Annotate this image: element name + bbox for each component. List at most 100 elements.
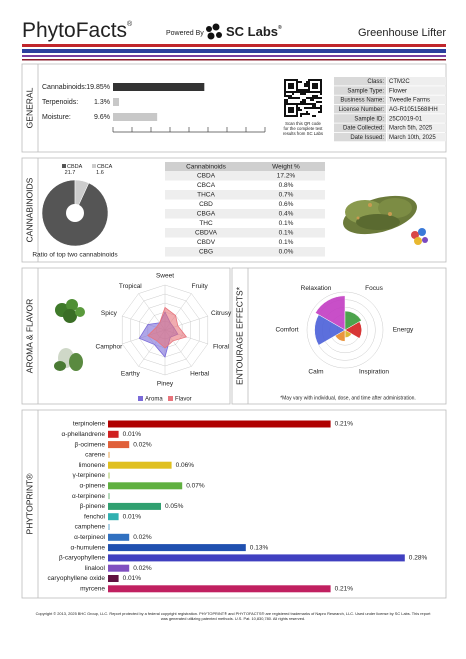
qr-cell xyxy=(298,109,300,111)
bar-value: 19.85% xyxy=(86,84,110,91)
qr-cell xyxy=(284,113,286,115)
info-label-cell xyxy=(334,123,386,132)
qr-cell xyxy=(308,89,310,91)
radar-axis-label: Spicy xyxy=(101,310,118,317)
qr-cell xyxy=(306,85,308,87)
terpene-name: α-pinene xyxy=(80,483,106,490)
info-value-cell xyxy=(387,104,446,114)
terpene-name: myrcene xyxy=(80,586,105,593)
terpene-value: 0.21% xyxy=(335,586,354,593)
qr-cell xyxy=(308,83,310,85)
qr-cell xyxy=(304,93,306,95)
legend-name: Flavor xyxy=(175,397,192,403)
terpene-name: β-pinene xyxy=(80,503,106,510)
qr-cell xyxy=(314,85,316,87)
qr-cell xyxy=(312,79,314,81)
terpene-name: β-ocimene xyxy=(75,441,106,448)
brand-name: PhytoFacts xyxy=(22,19,127,42)
qr-caption: results from SC Labs xyxy=(283,131,323,136)
qr-cell xyxy=(318,97,320,99)
radar-axis-label: Sweet xyxy=(156,273,174,280)
qr-cell xyxy=(318,111,320,113)
qr-cell xyxy=(284,89,286,91)
qr-cell xyxy=(312,87,314,89)
terpene-name: α-humulene xyxy=(71,544,106,551)
info-value: Tweedle Farms xyxy=(389,98,430,104)
terpene-name: linalool xyxy=(85,565,106,572)
qr-cell xyxy=(320,93,322,95)
info-value: Flower xyxy=(389,88,407,94)
section-label: PHYTOPRINT® xyxy=(24,473,34,535)
polar-sector xyxy=(344,310,362,331)
lab: SC Labs xyxy=(226,24,278,39)
qr-cell xyxy=(292,85,294,87)
qr-cell xyxy=(288,85,290,87)
pie-hole xyxy=(66,204,84,222)
legend-swatch xyxy=(168,396,173,401)
lab-mark: ® xyxy=(278,24,282,31)
qr-cell xyxy=(298,103,300,105)
info-label: Business Name: xyxy=(340,98,384,104)
terpene-bar xyxy=(108,430,119,438)
terpene-value: 0.05% xyxy=(165,503,184,510)
terpene-bar xyxy=(108,441,130,449)
terpene-name: carene xyxy=(85,452,105,459)
terpene-value: 0.02% xyxy=(133,534,152,541)
footer: Copyright © 2013, 2025 BHC Group, LLC. R… xyxy=(36,611,432,616)
terpene-bar xyxy=(108,554,405,562)
qr-cell xyxy=(294,103,296,105)
bud-image xyxy=(343,195,428,245)
qr-cell xyxy=(300,113,302,115)
qr-cell xyxy=(288,95,290,97)
qr-cell xyxy=(290,111,292,113)
qr-cell xyxy=(300,101,302,103)
qr-cell xyxy=(306,103,308,105)
qr-cell xyxy=(306,113,308,115)
qr-cell xyxy=(320,89,322,91)
effect-label: Comfort xyxy=(275,327,298,334)
qr-cell xyxy=(304,101,306,103)
qr-cell xyxy=(302,103,304,105)
legend-swatch xyxy=(92,164,96,168)
effect-note: *May vary with individual, dose, and tim… xyxy=(280,395,416,401)
info-value: March 5th, 2025 xyxy=(389,126,433,132)
terpene-bar xyxy=(108,564,130,572)
qr-cell xyxy=(290,103,292,105)
qr-cell xyxy=(306,111,308,113)
table-row xyxy=(165,199,325,209)
qr-cell xyxy=(320,101,322,103)
qr-cell xyxy=(314,97,316,99)
terpene-bar xyxy=(108,502,161,510)
terpene-value: 0.06% xyxy=(176,462,195,469)
qr-cell xyxy=(298,107,300,109)
qr-cell xyxy=(320,81,322,83)
qr-cell xyxy=(304,91,306,93)
qr-cell xyxy=(308,107,310,109)
qr-cell xyxy=(312,97,314,99)
qr-cell xyxy=(286,99,288,101)
qr-cell xyxy=(300,109,302,111)
qr-cell xyxy=(308,103,310,105)
qr-cell xyxy=(298,89,300,91)
qr-cell xyxy=(314,91,316,93)
info-value-cell xyxy=(387,86,446,95)
table-row xyxy=(165,209,325,219)
table-cell: 0.7% xyxy=(279,192,294,199)
qr-cell xyxy=(284,101,286,103)
qr-cell xyxy=(284,81,286,83)
table-cell: 0.0% xyxy=(279,249,294,256)
terpene-name: terpinolene xyxy=(73,421,106,428)
qr-cell xyxy=(284,115,286,117)
table-cell: CBG xyxy=(199,249,213,256)
qr-cell xyxy=(306,81,308,83)
qr-cell xyxy=(306,83,308,85)
radar-axis-label: Tropical xyxy=(119,283,142,290)
lab-logo xyxy=(206,23,222,40)
qr-cell xyxy=(314,105,316,107)
radar-axis-label: Piney xyxy=(157,381,174,388)
terpene-value: 0.07% xyxy=(186,483,205,490)
qr-cell xyxy=(304,99,306,101)
lab-name: SC Labs® xyxy=(226,24,282,39)
qr-cell xyxy=(284,79,286,81)
